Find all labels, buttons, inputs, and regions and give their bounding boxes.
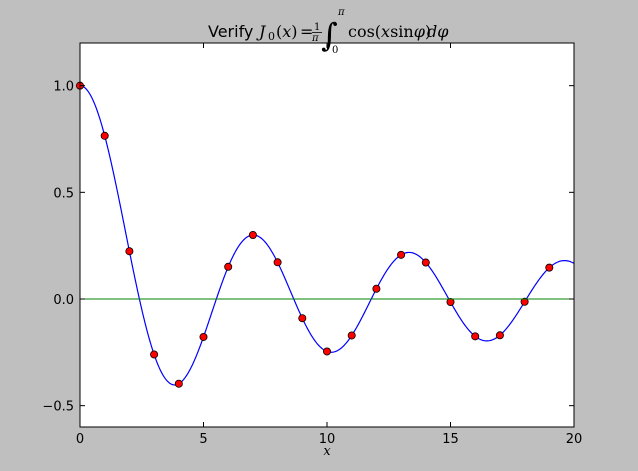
title-fraction-numerator: 1 — [314, 22, 320, 33]
y-tick-label: 0.5 — [53, 186, 74, 201]
sample-point — [273, 258, 282, 267]
sample-point — [125, 247, 134, 256]
x-tick-label: 0 — [76, 432, 84, 447]
sample-point — [298, 314, 307, 323]
y-tick-label: 0.0 — [53, 293, 74, 308]
sample-point — [397, 250, 406, 259]
y-tick-label: 1.0 — [53, 80, 74, 95]
sample-point — [199, 332, 208, 341]
plot-area-background — [80, 43, 574, 427]
title-bessel-symbol: J — [256, 22, 267, 41]
sample-point — [471, 332, 480, 341]
chart-title: Verify J 0 (x) = 1 π ∫ 0 π cos(xsinφ) dφ — [208, 7, 449, 56]
sample-point — [495, 331, 504, 340]
sample-point — [421, 258, 430, 267]
title-bessel-arg: (x) — [276, 22, 298, 41]
title-equals: = — [300, 22, 313, 41]
sample-point — [248, 230, 257, 239]
title-differential: dφ — [427, 22, 449, 41]
title-integral-upper: π — [337, 7, 345, 18]
x-tick-label: 10 — [319, 432, 336, 447]
title-fraction-denominator: π — [311, 33, 319, 44]
x-tick-label: 5 — [199, 432, 207, 447]
x-tick-label: 15 — [442, 432, 459, 447]
sample-point — [520, 297, 529, 306]
title-integrand: cos(xsinφ) — [348, 22, 431, 41]
title-integral-lower: 0 — [332, 45, 338, 56]
plot-frame — [79, 42, 575, 428]
sample-point — [224, 262, 233, 271]
x-axis-label: x — [323, 444, 331, 459]
sample-point — [100, 131, 109, 140]
sample-point — [174, 379, 183, 388]
data-layer — [76, 81, 575, 388]
sample-point — [322, 347, 331, 356]
y-tick-label: −0.5 — [42, 400, 74, 415]
title-bessel-order: 0 — [268, 30, 275, 43]
sample-point — [545, 263, 554, 272]
sample-point — [446, 297, 455, 306]
ticks-layer: 0 5 10 15 20 −0.5 0.0 0.5 1.0 — [42, 43, 582, 447]
x-tick-label: 20 — [566, 432, 583, 447]
sample-point — [347, 331, 356, 340]
chart-title-prefix: Verify — [208, 22, 253, 41]
sample-point — [372, 284, 381, 293]
sample-point — [150, 350, 159, 359]
title-integral-sign: ∫ — [321, 16, 338, 54]
